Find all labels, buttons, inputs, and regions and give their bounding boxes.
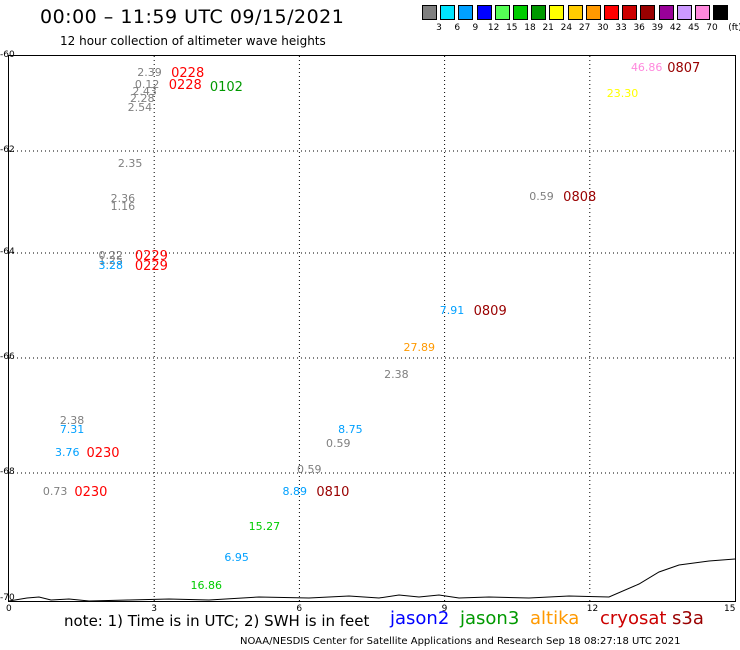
pass-time-label: 0230 [86,445,120,461]
legend-label: 27 [578,23,591,33]
legend-swatch [440,5,456,20]
legend-swatch [622,5,638,20]
legend-label: 33 [615,23,627,33]
latitude-label: -68 [0,467,15,477]
legend-swatch [494,5,510,20]
pass-time-label: 0230 [74,484,108,500]
wave-height-label: 2.38 [384,368,409,382]
legend-swatch [640,5,656,20]
wave-height-label: 7.91 [439,303,465,317]
legend-label: 6 [454,23,461,33]
satellite-jason2-label: jason2 [390,608,450,629]
pass-time-label: 0810 [316,484,350,500]
legend-swatch [476,5,492,20]
legend-swatch [676,5,692,20]
wave-height-label: 1.25 [98,253,124,267]
longitude-label: 3 [151,604,157,614]
wave-height-label: 16.86 [190,579,223,593]
legend-label: 42 [669,23,682,33]
longitude-label: 12 [586,604,599,614]
coastline [9,558,735,601]
wave-height-label: 3.76 [54,445,80,459]
wave-height-label: 3.28 [98,259,124,273]
longitude-label: 0 [6,604,12,614]
wave-height-label: 46.86 [630,60,663,74]
legend-swatch [713,5,729,20]
wave-height-label: 0.59 [296,463,322,477]
legend-label: 21 [542,23,554,33]
wave-height-label: 27.89 [403,340,435,354]
legend-swatch [567,5,583,20]
wave-height-label: 8.89 [282,484,307,498]
satellite-altika-label: altika [530,608,580,629]
pass-time-label: 0228 [168,77,202,93]
legend-label: 9 [472,23,479,33]
legend-label: 15 [506,23,518,33]
legend-swatch [695,5,710,20]
wave-height-label: 1.16 [110,200,136,214]
legend-label: 30 [597,23,609,33]
wave-height-label: 6.95 [224,551,249,565]
latitude-label: -66 [0,352,15,362]
legend-swatch [585,5,601,20]
legend-swatch [458,5,474,20]
credit-line: NOAA/NESDIS Center for Satellite Applica… [240,636,681,647]
wave-height-label: 2.36 [110,192,136,206]
legend-label: 39 [651,23,664,33]
longitude-label: 15 [724,604,736,614]
altimeter-map[interactable]: 2.39 0228 0.12 2.43 0228 0102 2.28 2.54 2.35 2.36… [8,55,736,602]
wave-height-label: 2.39 [137,65,162,79]
legend-label: 12 [487,23,500,33]
longitude-label: 9 [441,604,448,614]
legend-swatch [549,5,565,20]
legend-label: 70 [706,23,718,33]
wave-height-label: 23.30 [606,87,639,100]
wave-height-label: 2.38 [59,414,85,428]
wave-height-label: 2.35 [117,156,143,170]
satellite-jason3-label: jason3 [460,608,520,629]
wave-height-label: 0.12 [134,77,160,91]
legend-label: 3 [436,23,442,33]
legend-swatch [513,5,528,20]
units-note: note: 1) Time is in UTC; 2) SWH is in fe… [64,612,370,630]
pass-time-label: 0229 [134,259,168,275]
legend-swatch [658,5,674,20]
legend-swatch [422,5,437,20]
pass-time-label: 0808 [563,189,597,205]
wave-height-label: 0.73 [42,484,68,498]
satellite-cryosat-label: cryosat [600,608,667,629]
legend-swatch [604,5,619,20]
wave-height-label: 8.75 [338,422,363,436]
longitude-label: 6 [296,604,303,614]
latitude-label: -64 [0,247,15,257]
wave-height-label: 7.31 [59,422,85,436]
map-title: 00:00 – 11:59 UTC 09/15/2021 [40,6,345,28]
wave-height-label: 0.22 [98,248,124,262]
latitude-label: -62 [0,145,15,155]
pass-time-label: 0228 [171,65,205,81]
pass-time-label: 0807 [667,60,701,76]
satellite-s3a-label: s3a [672,608,704,629]
wave-height-label: 2.28 [130,91,155,105]
map-canvas [9,56,735,601]
legend-swatch [531,5,547,20]
pass-time-label: 0229 [134,248,168,264]
legend-label: 36 [633,23,645,33]
latitude-label: -60 [0,50,15,60]
legend-label: 45 [688,23,700,33]
map-subtitle: 12 hour collection of altimeter wave hei… [60,34,326,48]
wave-height-label: 15.27 [248,519,281,533]
wave-height-label: 0.59 [529,189,554,203]
wave-height-label: 2.43 [132,84,157,98]
legend-label: 24 [560,23,573,33]
legend-unit: (ft) [728,23,740,33]
wave-height-label: 2.54 [127,101,153,115]
latitude-label: -70 [0,593,15,603]
pass-time-label: 0102 [209,79,243,95]
legend-label: 18 [524,23,536,33]
pass-time-label: 0809 [473,303,507,319]
wave-height-label: 0.59 [326,437,351,451]
